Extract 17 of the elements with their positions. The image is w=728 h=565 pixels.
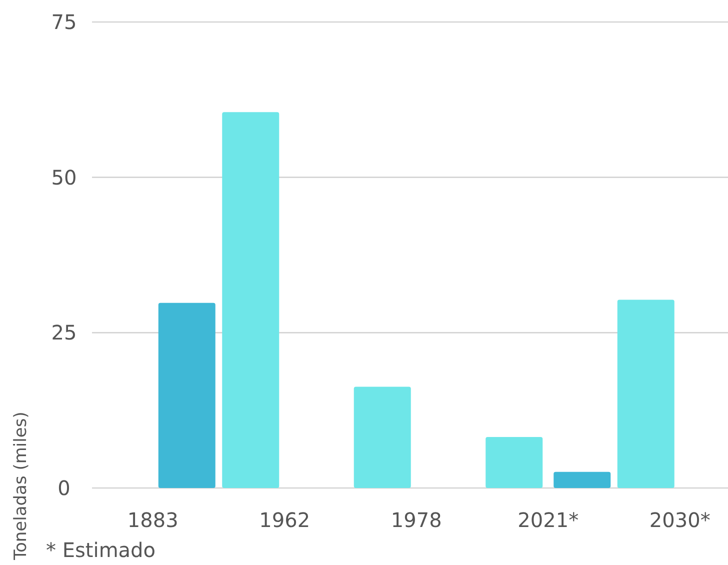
x-tick-label: 1883 bbox=[127, 508, 178, 532]
bar bbox=[354, 386, 411, 488]
bar bbox=[486, 437, 543, 488]
y-tick-label: 25 bbox=[51, 320, 77, 345]
bar bbox=[554, 472, 611, 488]
bar bbox=[222, 112, 280, 488]
x-tick-label: 1978 bbox=[390, 508, 442, 532]
x-tick-label: 2030* bbox=[649, 508, 710, 532]
y-tick-label: 75 bbox=[51, 10, 77, 34]
text: * Estimado bbox=[46, 538, 156, 562]
x-tick-label: 1962 bbox=[259, 508, 310, 532]
bar bbox=[617, 300, 674, 488]
y-tick-label: 50 bbox=[51, 165, 77, 190]
y-axis-title: Toneladas (miles) bbox=[11, 412, 31, 561]
x-tick-label: 2021* bbox=[518, 508, 579, 532]
y-tick-label: 0 bbox=[58, 476, 70, 500]
bar bbox=[158, 302, 216, 488]
